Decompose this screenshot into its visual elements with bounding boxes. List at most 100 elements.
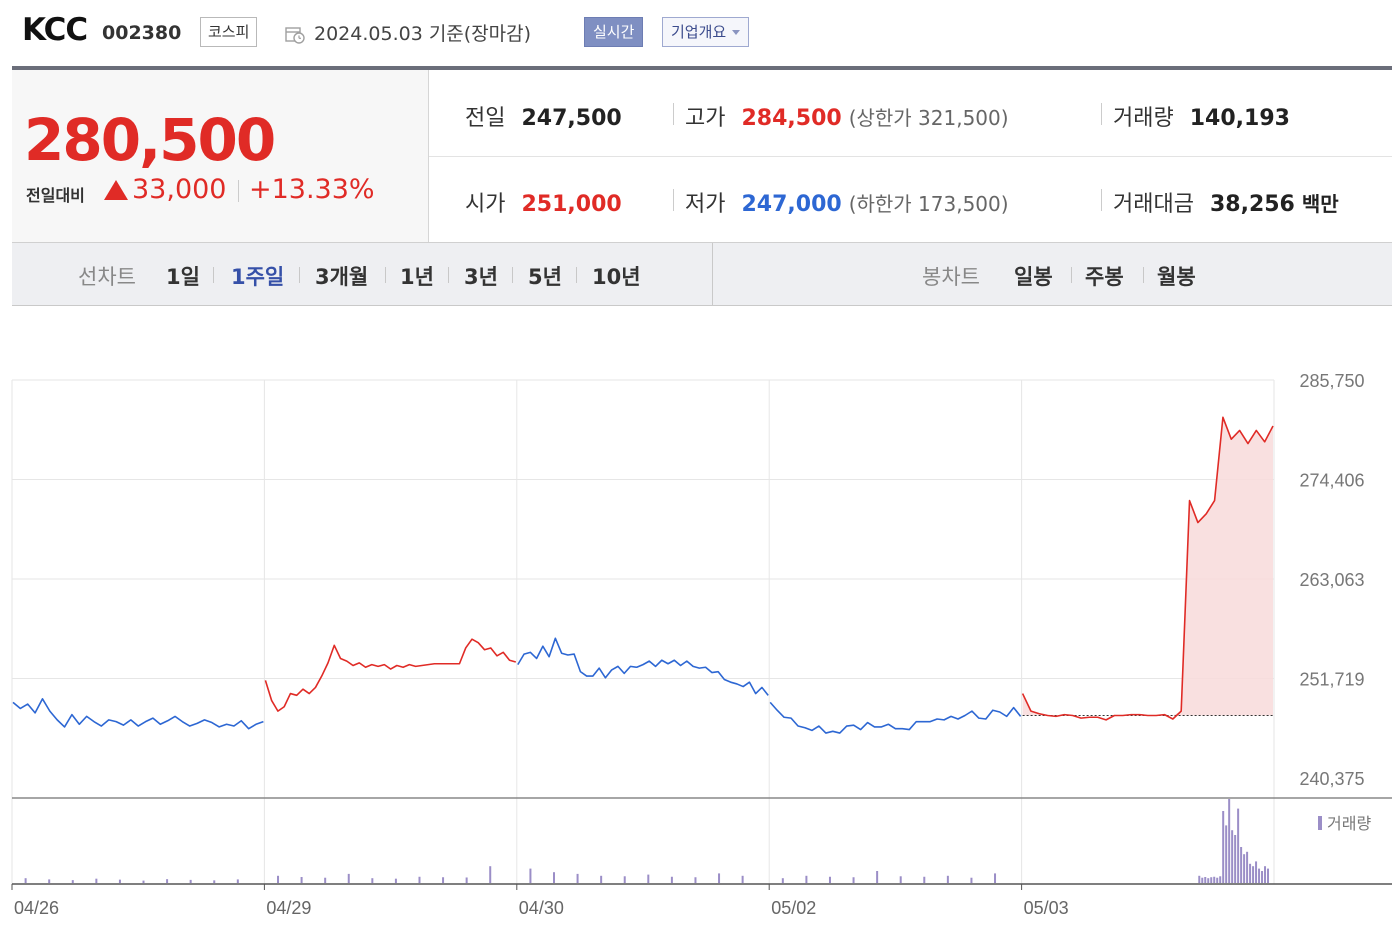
stat-volume: 거래량 140,193 [1113, 100, 1290, 132]
volume-bar [647, 874, 650, 883]
volume-bar [442, 877, 445, 883]
tab-candle-daily[interactable]: 일봉 [1014, 265, 1053, 289]
volume-bar [852, 877, 855, 883]
chart-tab-bar: 선차트 1일 1주일 3개월 1년 3년 5년 10년 봉차트 일봉 주봉 월봉 [12, 242, 1392, 306]
price-line-04-30 [517, 637, 769, 696]
volume-bar [899, 876, 902, 883]
volume-bar [1225, 825, 1228, 883]
volume-bar [236, 879, 239, 883]
x-tick-label: 04/30 [519, 898, 564, 918]
divider [1101, 189, 1102, 211]
volume-bar [166, 879, 169, 883]
divider [512, 267, 513, 283]
volume-bar [1213, 876, 1216, 883]
volume-bar [741, 875, 744, 883]
tab-candle-weekly[interactable]: 주봉 [1085, 265, 1124, 289]
tab-group-divider [712, 243, 713, 305]
tab-period-1w[interactable]: 1주일 [231, 265, 285, 289]
volume-bar [694, 877, 697, 883]
stat-low-label: 저가 [685, 192, 726, 217]
volume-bar [48, 879, 51, 883]
divider [238, 180, 239, 202]
stat-amount-unit: 백만 [1301, 192, 1339, 216]
divider [385, 267, 386, 283]
volume-bar [142, 880, 145, 883]
volume-bar [489, 866, 492, 883]
volume-bar [213, 880, 216, 883]
up-triangle-icon [104, 180, 128, 200]
tab-period-10y[interactable]: 10년 [592, 265, 641, 289]
stat-low-value: 247,000 [741, 192, 842, 217]
line-chart-label: 선차트 [78, 265, 136, 289]
y-tick-label: 251,719 [1299, 670, 1364, 690]
volume-bar [1231, 830, 1234, 883]
volume-bar [994, 873, 997, 883]
tab-period-1y[interactable]: 1년 [400, 265, 434, 289]
price-area-fill [1022, 417, 1273, 716]
volume-bar [95, 878, 98, 883]
candle-chart-label: 봉차트 [922, 265, 980, 289]
volume-bar [670, 876, 673, 883]
divider [1101, 103, 1102, 125]
volume-bar [600, 875, 603, 883]
price-line-04-26 [12, 698, 264, 730]
volume-bar [529, 868, 532, 883]
price-change-percent: +13.33% [249, 174, 375, 205]
tab-period-3y[interactable]: 3년 [464, 265, 498, 289]
tab-period-3m[interactable]: 3개월 [315, 265, 369, 289]
volume-legend-label: 거래량 [1327, 814, 1371, 833]
compare-label: 전일대비 [26, 186, 85, 205]
company-overview-button[interactable]: 기업개요 [662, 17, 750, 47]
volume-bar [923, 876, 926, 883]
header-divider [12, 66, 1392, 70]
volume-bar [1246, 851, 1249, 883]
volume-legend-swatch [1318, 816, 1322, 830]
volume-bar [718, 873, 721, 883]
current-price: 280,500 [24, 106, 276, 174]
stock-code: 002380 [102, 22, 182, 44]
tab-period-5y[interactable]: 5년 [528, 265, 562, 289]
volume-bar [623, 876, 626, 883]
stat-prev-label: 전일 [465, 106, 506, 131]
stat-open-value: 251,000 [521, 192, 622, 217]
volume-bar [1258, 868, 1261, 883]
realtime-button[interactable]: 실시간 [584, 17, 644, 47]
calendar-clock-icon [285, 27, 305, 44]
divider [673, 103, 674, 125]
divider [1143, 267, 1144, 283]
volume-bar [828, 876, 831, 883]
volume-bar [1240, 847, 1243, 883]
tab-candle-monthly[interactable]: 월봉 [1157, 265, 1196, 289]
caret-down-icon [732, 30, 741, 35]
x-tick-label: 04/29 [266, 898, 311, 918]
volume-bar [552, 872, 555, 883]
volume-bar [71, 880, 74, 883]
stat-low: 저가 247,000 (하한가 173,500) [685, 186, 1009, 218]
tab-period-1d[interactable]: 1일 [166, 265, 200, 289]
divider [1071, 267, 1072, 283]
volume-bar [1249, 863, 1252, 883]
volume-bar [1243, 854, 1246, 883]
volume-bar [1222, 811, 1225, 883]
divider [448, 267, 449, 283]
volume-bar [781, 878, 784, 883]
divider [673, 189, 674, 211]
volume-bar [1252, 866, 1255, 883]
divider [299, 267, 300, 283]
volume-bar [189, 879, 192, 883]
volume-bar [1228, 799, 1231, 883]
volume-bar [1216, 877, 1219, 883]
stat-high-value: 284,500 [741, 106, 842, 131]
volume-bar [394, 878, 397, 883]
market-badge: 코스피 [200, 17, 258, 47]
volume-bar [1234, 835, 1237, 883]
volume-bar [324, 877, 327, 883]
divider [576, 267, 577, 283]
company-overview-label: 기업개요 [671, 23, 727, 41]
stats-row-divider [429, 156, 1392, 157]
price-chart: 285,750 274,406 263,063 251,719 240,375 거래량 04… [11, 371, 1392, 918]
volume-bar [1237, 808, 1240, 883]
y-tick-label: 274,406 [1299, 471, 1364, 491]
date-reference: 2024.05.03 기준(장마감) [314, 23, 532, 45]
volume-bar [24, 878, 27, 883]
